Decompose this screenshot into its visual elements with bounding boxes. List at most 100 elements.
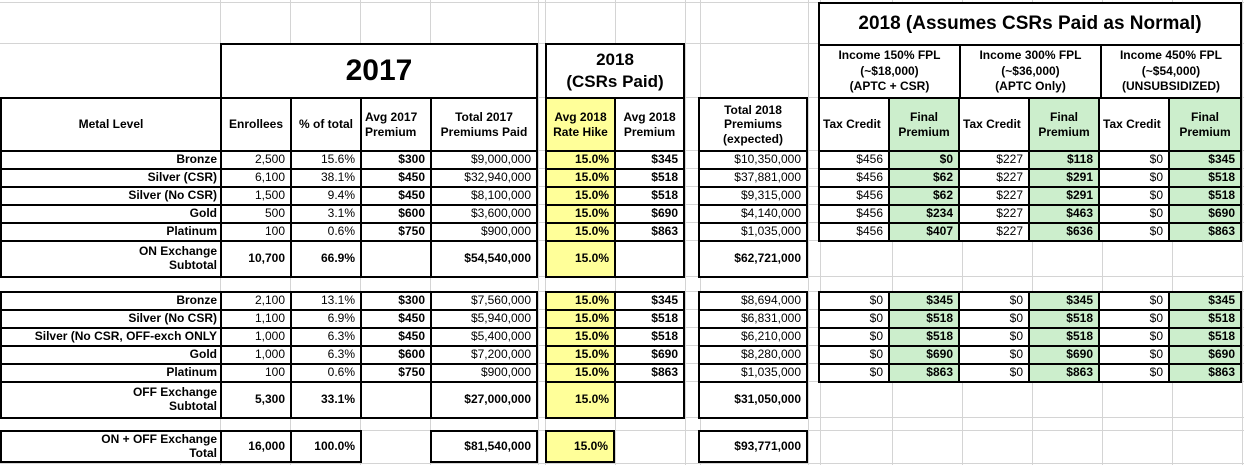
final-premium-450-cell[interactable]: $690 <box>1170 206 1240 222</box>
final-premium-450-cell[interactable]: $518 <box>1170 170 1240 186</box>
tax-credit-150-cell[interactable]: $456 <box>820 170 888 186</box>
rate-hike-cell[interactable]: 15.0% <box>547 311 614 327</box>
final-premium-150-cell[interactable]: $690 <box>890 347 958 363</box>
total-2018-premiums-cell[interactable]: $6,831,000 <box>700 311 806 327</box>
total-2018-premiums-cell[interactable]: $10,350,000 <box>700 152 806 168</box>
final-premium-300-cell[interactable]: $636 <box>1030 224 1098 240</box>
tax-credit-450-cell[interactable]: $0 <box>1100 293 1168 309</box>
tax-credit-150-cell[interactable]: $456 <box>820 152 888 168</box>
rate-hike-cell[interactable]: 15.0% <box>547 206 614 222</box>
empty-cell[interactable] <box>362 242 430 276</box>
tax-credit-300-cell[interactable]: $0 <box>960 365 1028 381</box>
avg-2018-rate-hike-header[interactable]: Avg 2018 Rate Hike <box>547 99 614 150</box>
final-premium-300-cell[interactable]: $291 <box>1030 170 1098 186</box>
metal-level-cell[interactable]: Bronze <box>2 293 220 309</box>
final-premium-300-cell[interactable]: $291 <box>1030 188 1098 204</box>
tax-credit-150-cell[interactable]: $456 <box>820 188 888 204</box>
metal-level-cell[interactable]: Silver (No CSR) <box>2 188 220 204</box>
on-exchange-subtotal-total-2017[interactable]: $54,540,000 <box>432 242 536 276</box>
final-premium-150-cell[interactable]: $234 <box>890 206 958 222</box>
rate-hike-cell[interactable]: 15.0% <box>547 188 614 204</box>
total-2018-premiums-cell[interactable]: $37,881,000 <box>700 170 806 186</box>
rate-hike-cell[interactable]: 15.0% <box>547 152 614 168</box>
avg-2018-premium-cell[interactable]: $690 <box>616 347 683 363</box>
total-2017-premiums-cell[interactable]: $900,000 <box>432 365 536 381</box>
avg-2017-premium-header[interactable]: Avg 2017 Premium <box>362 99 430 150</box>
pct-of-total-cell[interactable]: 0.6% <box>292 365 360 381</box>
pct-of-total-cell[interactable]: 3.1% <box>292 206 360 222</box>
tax-credit-300-cell[interactable]: $227 <box>960 170 1028 186</box>
pct-of-total-cell[interactable]: 6.3% <box>292 329 360 345</box>
tax-credit-450-header[interactable]: Tax Credit <box>1100 99 1168 150</box>
enrollees-header[interactable]: Enrollees <box>222 99 290 150</box>
final-premium-300-cell[interactable]: $118 <box>1030 152 1098 168</box>
final-premium-150-header[interactable]: Final Premium <box>890 99 958 150</box>
total-2017-premiums-cell[interactable]: $7,560,000 <box>432 293 536 309</box>
on-exchange-subtotal-enrollees[interactable]: 10,700 <box>222 242 290 276</box>
avg-2017-premium-cell[interactable]: $450 <box>362 170 430 186</box>
income-450-header[interactable]: Income 450% FPL (~$54,000) (UNSUBSIDIZED… <box>1102 46 1240 97</box>
final-premium-150-cell[interactable]: $62 <box>890 170 958 186</box>
tax-credit-300-cell[interactable]: $227 <box>960 224 1028 240</box>
total-2017-premiums-cell[interactable]: $5,400,000 <box>432 329 536 345</box>
rate-hike-cell[interactable]: 15.0% <box>547 365 614 381</box>
avg-2017-premium-cell[interactable]: $600 <box>362 347 430 363</box>
pct-of-total-cell[interactable]: 6.9% <box>292 311 360 327</box>
final-premium-300-cell[interactable]: $345 <box>1030 293 1098 309</box>
final-premium-450-cell[interactable]: $518 <box>1170 188 1240 204</box>
tax-credit-450-cell[interactable]: $0 <box>1100 206 1168 222</box>
total-2018-premiums-cell[interactable]: $8,694,000 <box>700 293 806 309</box>
off-exchange-subtotal-pct[interactable]: 33.1% <box>292 383 360 417</box>
tax-credit-450-cell[interactable]: $0 <box>1100 188 1168 204</box>
rate-hike-cell[interactable]: 15.0% <box>547 224 614 240</box>
final-premium-300-cell[interactable]: $690 <box>1030 347 1098 363</box>
total-2017-premiums-header[interactable]: Total 2017 Premiums Paid <box>432 99 536 150</box>
metal-level-cell[interactable]: Silver (CSR) <box>2 170 220 186</box>
grand-total-total-2018[interactable]: $93,771,000 <box>700 432 806 461</box>
avg-2018-premium-cell[interactable]: $518 <box>616 311 683 327</box>
pct-of-total-cell[interactable]: 13.1% <box>292 293 360 309</box>
pct-of-total-cell[interactable]: 6.3% <box>292 347 360 363</box>
final-premium-450-cell[interactable]: $518 <box>1170 311 1240 327</box>
final-premium-300-cell[interactable]: $518 <box>1030 329 1098 345</box>
total-2017-premiums-cell[interactable]: $5,940,000 <box>432 311 536 327</box>
empty-cell[interactable] <box>362 383 430 417</box>
final-premium-450-cell[interactable]: $518 <box>1170 329 1240 345</box>
on-exchange-subtotal-pct[interactable]: 66.9% <box>292 242 360 276</box>
tax-credit-450-cell[interactable]: $0 <box>1100 329 1168 345</box>
final-premium-150-cell[interactable]: $62 <box>890 188 958 204</box>
grand-total-total-2017[interactable]: $81,540,000 <box>432 432 536 461</box>
pct-of-total-cell[interactable]: 15.6% <box>292 152 360 168</box>
enrollees-cell[interactable]: 6,100 <box>222 170 290 186</box>
final-premium-450-cell[interactable]: $690 <box>1170 347 1240 363</box>
avg-2018-premium-cell[interactable]: $345 <box>616 293 683 309</box>
empty-cell[interactable] <box>616 242 683 276</box>
enrollees-cell[interactable]: 1,000 <box>222 329 290 345</box>
on-exchange-subtotal-label[interactable]: ON Exchange Subtotal <box>2 242 220 276</box>
tax-credit-300-cell[interactable]: $227 <box>960 188 1028 204</box>
tax-credit-300-cell[interactable]: $0 <box>960 347 1028 363</box>
avg-2017-premium-cell[interactable]: $300 <box>362 293 430 309</box>
enrollees-cell[interactable]: 1,000 <box>222 347 290 363</box>
enrollees-cell[interactable]: 100 <box>222 224 290 240</box>
tax-credit-150-cell[interactable]: $456 <box>820 206 888 222</box>
metal-level-cell[interactable]: Bronze <box>2 152 220 168</box>
on-exchange-subtotal-rate-hike[interactable]: 15.0% <box>547 242 614 276</box>
avg-2018-premium-cell[interactable]: $518 <box>616 188 683 204</box>
off-exchange-subtotal-label[interactable]: OFF Exchange Subtotal <box>2 383 220 417</box>
tax-credit-300-cell[interactable]: $0 <box>960 311 1028 327</box>
tax-credit-300-header[interactable]: Tax Credit <box>960 99 1028 150</box>
off-exchange-subtotal-total-2018[interactable]: $31,050,000 <box>700 383 806 417</box>
total-2018-premiums-cell[interactable]: $1,035,000 <box>700 224 806 240</box>
metal-level-cell[interactable]: Platinum <box>2 224 220 240</box>
tax-credit-150-cell[interactable]: $0 <box>820 293 888 309</box>
enrollees-cell[interactable]: 1,500 <box>222 188 290 204</box>
income-150-header[interactable]: Income 150% FPL (~$18,000) (APTC + CSR) <box>820 46 959 97</box>
final-premium-300-cell[interactable]: $518 <box>1030 311 1098 327</box>
pct-of-total-header[interactable]: % of total <box>292 99 360 150</box>
final-premium-150-cell[interactable]: $407 <box>890 224 958 240</box>
final-premium-450-cell[interactable]: $863 <box>1170 224 1240 240</box>
tax-credit-450-cell[interactable]: $0 <box>1100 152 1168 168</box>
rate-hike-cell[interactable]: 15.0% <box>547 347 614 363</box>
total-2018-premiums-cell[interactable]: $4,140,000 <box>700 206 806 222</box>
